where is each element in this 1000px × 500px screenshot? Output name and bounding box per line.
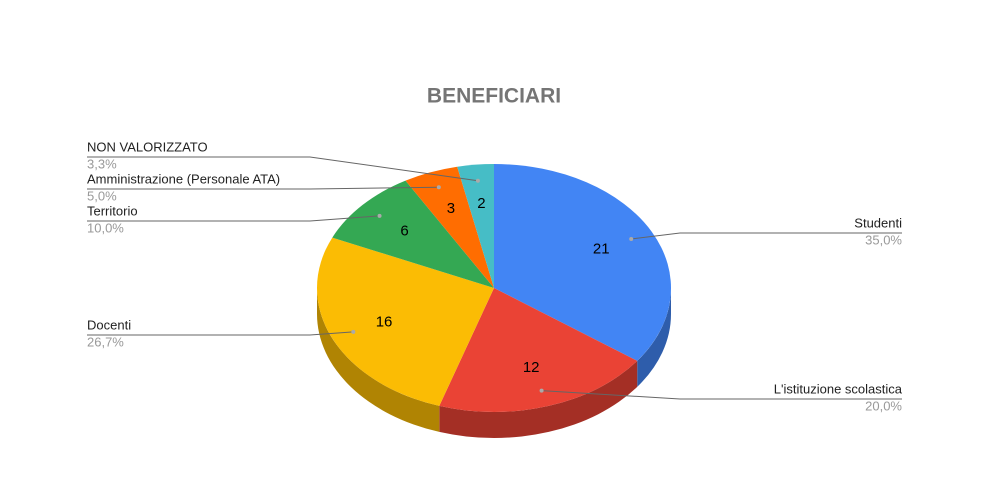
percent-label: 10,0% [87,220,124,235]
legend-label: NON VALORIZZATO [87,139,208,154]
legend-label: Territorio [87,203,138,218]
legend-label: Amministrazione (Personale ATA) [87,171,280,186]
slice-side [439,360,638,438]
leader-dot [436,185,441,190]
chart-title: BENEFICIARI [427,85,561,108]
leader-line [87,215,380,222]
slice [405,166,494,288]
leader-line [631,232,902,240]
legend-label: L'istituzione scolastica [774,381,903,396]
slice [494,164,671,361]
leader-dot [475,178,480,183]
legend-label: Studenti [854,215,902,230]
slice [332,180,494,288]
leader-line [87,331,354,336]
value-label: 16 [376,313,393,330]
percent-label: 3,3% [87,156,117,171]
leader-dot [629,237,634,242]
percent-label: 35,0% [865,232,902,247]
leader-dot [377,213,382,218]
percent-label: 26,7% [87,334,124,349]
slice [316,237,494,406]
slice-side [637,288,671,387]
value-label: 6 [400,223,408,240]
legend-label: Docenti [87,317,131,332]
value-label: 21 [593,241,610,258]
slice [457,164,494,288]
percent-label: 20,0% [865,398,902,413]
leader-line [87,186,439,190]
value-label: 12 [523,359,540,376]
leader-line [87,156,478,182]
leader-dot [539,388,544,393]
leader-line [541,390,902,400]
percent-label: 5,0% [87,188,117,203]
slice [439,288,638,413]
value-label: 3 [447,200,455,217]
leader-dot [351,329,356,334]
slice-side [317,288,440,432]
value-label: 2 [477,195,485,212]
